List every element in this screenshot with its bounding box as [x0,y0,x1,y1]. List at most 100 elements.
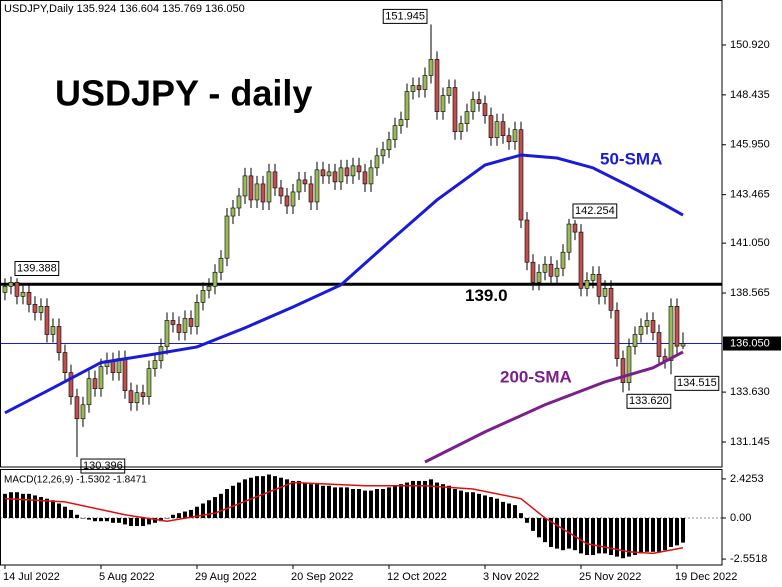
macd-bar [656,517,661,552]
macd-bar [584,517,589,556]
candle-body [542,263,548,273]
macd-bar [194,506,199,518]
macd-bar [296,480,301,518]
macd-bar [68,509,73,518]
macd-pane [0,474,722,559]
macd-bar [674,517,679,546]
candle-body [638,326,644,335]
candle-body [206,286,212,291]
candle-body [32,304,38,313]
candle-body [494,121,500,139]
candle-body [290,191,296,207]
macd-bar [98,517,103,522]
candle-body [602,288,608,297]
macd-bar [248,477,253,518]
candle-body [320,169,326,177]
candle-body [464,111,470,124]
candle-body [26,292,32,305]
macd-bar [458,490,463,518]
chart-title: USDJPY - daily [55,73,312,114]
macd-bar [668,517,673,547]
candle-body [578,231,584,289]
candle-body [98,366,104,389]
level-label: 139.0 [465,286,508,305]
macd-bar [386,487,391,518]
macd-bar [548,517,553,547]
macd-bar [176,513,181,518]
candle-body [362,171,368,185]
price-annotation-box [14,261,60,277]
candle-body [80,404,86,420]
candle-body [188,318,194,327]
candle-body [446,87,452,96]
candle-body [410,85,416,92]
macd-bar [410,480,415,518]
sma-label: 50-SMA [600,149,662,168]
candle-body [338,167,344,183]
candle-body [422,75,428,90]
price-annotation-box [382,8,428,24]
macd-bar [344,487,349,518]
candle-body [164,320,170,347]
y-tick-label: 131.145 [730,436,770,448]
macd-label: MACD(12,26,9) -1.5302 -1.8471 [4,475,147,486]
candle-body [416,85,422,90]
price-annotation: 139.388 [14,261,60,277]
macd-bar [128,517,133,527]
macd-bar [626,517,631,557]
macd-bar [500,501,505,518]
price-frame [0,0,723,468]
candle-body [632,334,638,347]
candle-body [500,121,506,137]
macd-bar [50,500,55,518]
macd-bar [512,505,517,518]
x-tick-label: 5 Aug 2022 [99,571,155,583]
candle-body [566,223,572,253]
macd-bar [476,493,481,518]
macd-bar [140,517,145,527]
candle-body [284,195,290,207]
candle-body [524,219,530,263]
candle-body [368,167,374,185]
price-annotation-box [674,375,720,391]
candle-body [452,87,458,133]
macd-bar [542,517,547,543]
candle-body [200,290,206,303]
macd-bar [422,480,427,518]
price-annotation-label: 139.388 [17,262,57,274]
candle-body [404,91,410,120]
candle-body [572,223,578,233]
candle-body [470,99,476,112]
macd-bar [266,474,271,518]
candle-body [38,306,44,313]
macd-bar [206,500,211,518]
macd-bar [464,492,469,518]
macd-bar [446,485,451,518]
macd-bar [374,489,379,518]
macd-bar [26,493,31,518]
candle-body [254,183,260,201]
macd-bar [488,497,493,518]
macd-bar [218,493,223,518]
macd-bar [434,482,439,518]
macd-bar [614,517,619,557]
macd-bar [578,517,583,554]
macd-bar [314,484,319,518]
y-tick-label: 145.950 [730,139,770,151]
macd-bar [416,480,421,518]
macd-bar [620,517,625,559]
candle-body [68,372,74,398]
price-annotation: 142.254 [572,203,618,219]
x-tick-label: 20 Sep 2022 [291,571,353,583]
macd-bar [116,517,121,523]
candle-body [350,165,356,177]
price-annotation-box [626,393,672,409]
macd-bar [362,490,367,518]
candle-body [650,320,656,333]
candle-body [140,392,146,398]
candle-body [248,175,254,201]
candle-body [530,261,536,283]
candle-body [560,251,566,269]
